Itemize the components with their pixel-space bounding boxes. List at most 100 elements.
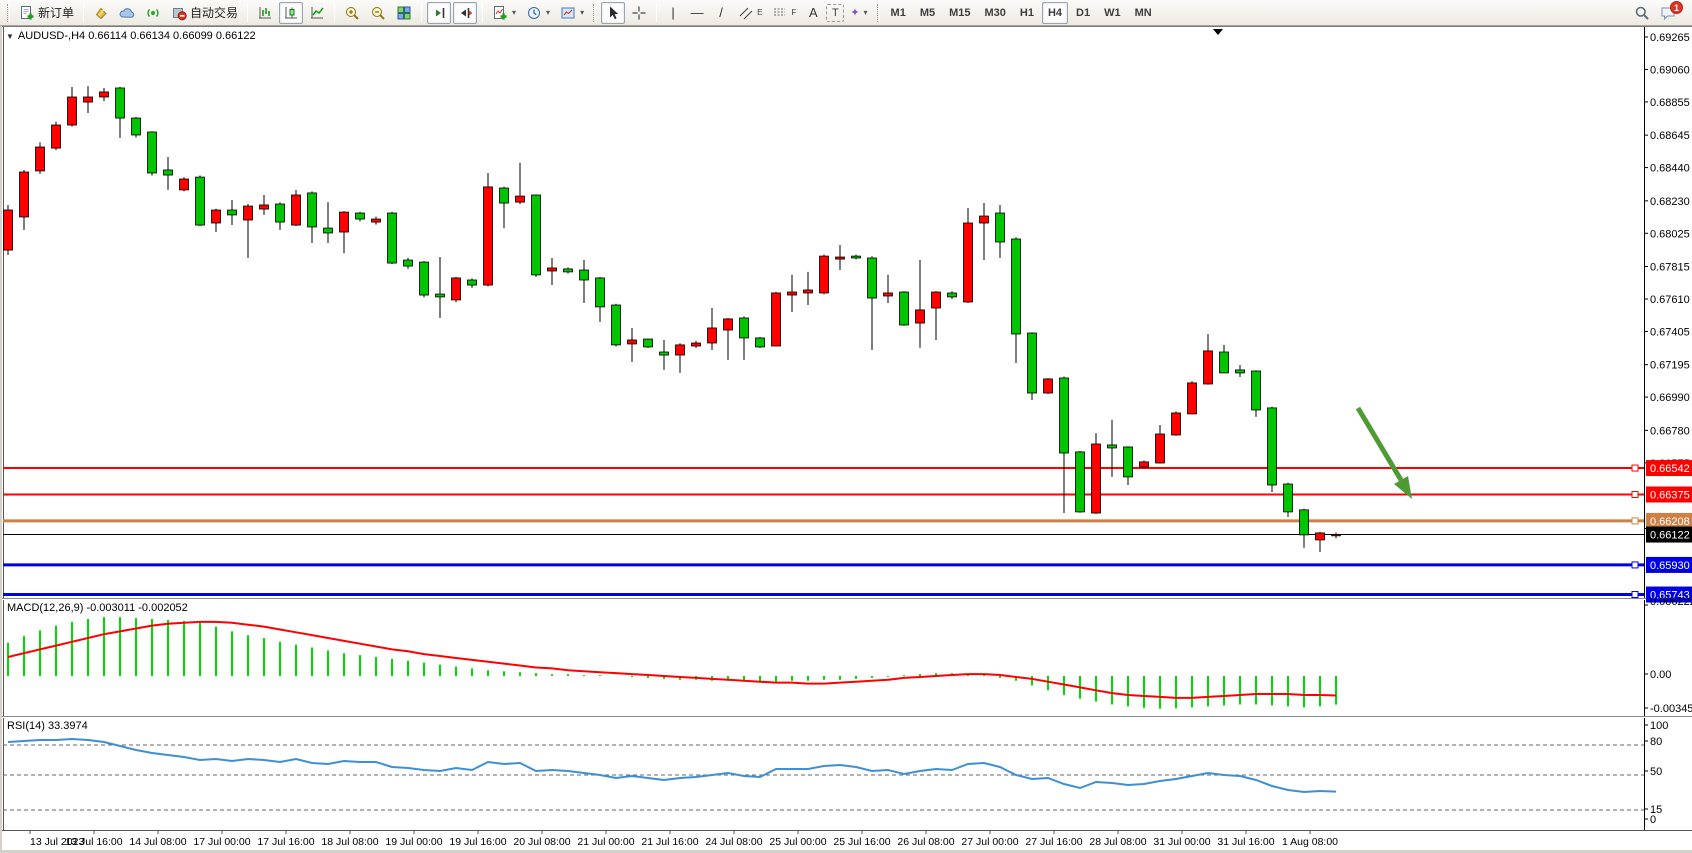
equidistant-channel-tool[interactable]: E xyxy=(734,2,766,24)
chart-symbol-title[interactable]: ▼ AUDUSD-,H4 0.66114 0.66134 0.66099 0.66… xyxy=(6,30,256,42)
tile-windows-icon xyxy=(397,6,411,19)
rsi-pane: 100 80 50 150 xyxy=(3,720,1668,826)
styles-button[interactable] xyxy=(89,2,113,24)
timeframe-label: D1 xyxy=(1076,6,1091,19)
trendline-icon: / xyxy=(719,5,723,20)
hline-handle[interactable] xyxy=(1631,490,1639,498)
horizontal-line-tool[interactable]: — xyxy=(686,2,708,24)
svg-text:1 Aug 08:00: 1 Aug 08:00 xyxy=(1282,836,1338,848)
arrows-tool[interactable]: ✦ ▾ xyxy=(846,2,871,24)
toolbar-grip[interactable] xyxy=(593,3,597,22)
vertical-line-tool[interactable]: | xyxy=(662,2,684,24)
auto-scroll-button[interactable] xyxy=(427,1,452,24)
timeframe-m30[interactable]: M30 xyxy=(979,2,1012,24)
dropdown-arrow-icon[interactable]: ▾ xyxy=(863,8,868,17)
price-line-labels: 0.66542 0.66375 0.66208 0.66122 0.65930 0.657… xyxy=(1646,460,1692,603)
dropdown-arrow-icon[interactable]: ▾ xyxy=(512,8,517,17)
tile-windows-button[interactable] xyxy=(392,2,416,24)
svg-text:21 Jul 00:00: 21 Jul 00:00 xyxy=(577,836,634,848)
toolbar-grip[interactable] xyxy=(7,3,10,22)
svg-text:0.66780: 0.66780 xyxy=(1650,425,1690,437)
cloud-icon xyxy=(119,7,135,18)
notifications-button[interactable]: 1 xyxy=(1656,0,1683,24)
svg-text:25 Jul 00:00: 25 Jul 00:00 xyxy=(769,836,826,848)
chart-background[interactable] xyxy=(0,27,1692,850)
signals-button[interactable] xyxy=(141,2,165,24)
svg-text:50: 50 xyxy=(1650,766,1662,778)
trendline-tool[interactable]: / xyxy=(710,2,732,24)
auto-trade-button[interactable]: 自动交易 xyxy=(167,2,242,24)
templates-button[interactable]: ▾ xyxy=(556,2,588,24)
svg-text:24 Jul 08:00: 24 Jul 08:00 xyxy=(705,836,762,848)
vertical-line-icon: | xyxy=(671,5,675,20)
svg-text:0.69265: 0.69265 xyxy=(1650,32,1690,44)
window-left-edge xyxy=(0,26,2,853)
hline-handle[interactable] xyxy=(1631,464,1639,472)
svg-text:0.66990: 0.66990 xyxy=(1650,392,1690,404)
dropdown-arrow-icon[interactable]: ▾ xyxy=(580,8,585,17)
chart-shift-marker[interactable] xyxy=(1213,29,1223,35)
dropdown-arrow-icon[interactable]: ▾ xyxy=(546,8,551,17)
svg-text:0.68440: 0.68440 xyxy=(1650,163,1690,175)
hline-handle[interactable] xyxy=(1631,517,1639,525)
zoom-out-button[interactable] xyxy=(366,2,390,24)
cloud-button[interactable] xyxy=(115,2,139,24)
svg-text:27 Jul 00:00: 27 Jul 00:00 xyxy=(961,836,1018,848)
timeframe-h4[interactable]: H4 xyxy=(1041,1,1069,24)
svg-text:0: 0 xyxy=(1650,814,1656,826)
auto-trade-label: 自动交易 xyxy=(190,6,239,20)
paint-bucket-icon xyxy=(95,7,107,19)
chart-shift-button[interactable] xyxy=(453,1,478,24)
timeframe-w1[interactable]: W1 xyxy=(1098,2,1127,24)
timeframe-h1[interactable]: H1 xyxy=(1014,2,1040,24)
cursor-button[interactable] xyxy=(601,1,626,24)
annotation-arrow[interactable] xyxy=(1355,406,1412,499)
svg-text:25 Jul 16:00: 25 Jul 16:00 xyxy=(833,836,890,848)
svg-text:0.65930: 0.65930 xyxy=(1650,560,1690,572)
search-button[interactable] xyxy=(1630,2,1654,24)
symbol-period-label: AUDUSD-,H4 xyxy=(17,30,86,42)
line-chart-button[interactable] xyxy=(305,2,329,24)
svg-text:28 Jul 08:00: 28 Jul 08:00 xyxy=(1089,836,1146,848)
toolbar-separator xyxy=(247,3,249,22)
svg-text:0.69060: 0.69060 xyxy=(1650,64,1690,76)
toolbar-grip[interactable] xyxy=(876,3,880,22)
timeframe-label: M30 xyxy=(984,6,1006,19)
svg-text:80: 80 xyxy=(1650,736,1662,748)
toolbar-separator xyxy=(83,3,85,22)
text-label-tool[interactable]: T xyxy=(826,3,845,22)
svg-text:21 Jul 16:00: 21 Jul 16:00 xyxy=(641,836,698,848)
text-tool[interactable]: A xyxy=(802,2,824,24)
crosshair-button[interactable] xyxy=(627,2,651,24)
candles-layer xyxy=(3,86,1341,552)
timeframe-label: H4 xyxy=(1047,6,1063,19)
hline-handle[interactable] xyxy=(1631,561,1639,569)
timeframe-mn[interactable]: MN xyxy=(1129,2,1158,24)
timeframe-m1[interactable]: M1 xyxy=(885,2,912,24)
svg-text:17 Jul 00:00: 17 Jul 00:00 xyxy=(193,836,250,848)
candlestick-chart-button[interactable] xyxy=(279,1,304,24)
bar-chart-button[interactable] xyxy=(253,2,277,24)
fibonacci-tool[interactable]: F xyxy=(768,2,800,24)
timeframe-label: MN xyxy=(1134,6,1152,19)
svg-text:17 Jul 16:00: 17 Jul 16:00 xyxy=(257,836,314,848)
timeframe-m15[interactable]: M15 xyxy=(943,2,976,24)
fibonacci-icon xyxy=(774,8,786,15)
zoom-in-button[interactable] xyxy=(340,2,364,24)
indicators-button[interactable]: ▾ xyxy=(488,2,520,24)
periods-button[interactable]: ▾ xyxy=(522,2,554,24)
hline-handle[interactable] xyxy=(1631,591,1639,599)
horizontal-lines[interactable] xyxy=(3,464,1644,599)
svg-text:0.006222: 0.006222 xyxy=(1650,596,1692,608)
timeframe-m5[interactable]: M5 xyxy=(914,2,941,24)
svg-text:0.67815: 0.67815 xyxy=(1650,262,1690,274)
svg-text:0.66542: 0.66542 xyxy=(1650,463,1690,475)
new-order-button[interactable]: 新订单 xyxy=(15,2,78,24)
symbol-dropdown-icon[interactable]: ▼ xyxy=(6,32,14,41)
svg-text:0.67405: 0.67405 xyxy=(1650,326,1690,338)
timeframe-d1[interactable]: D1 xyxy=(1070,2,1096,24)
